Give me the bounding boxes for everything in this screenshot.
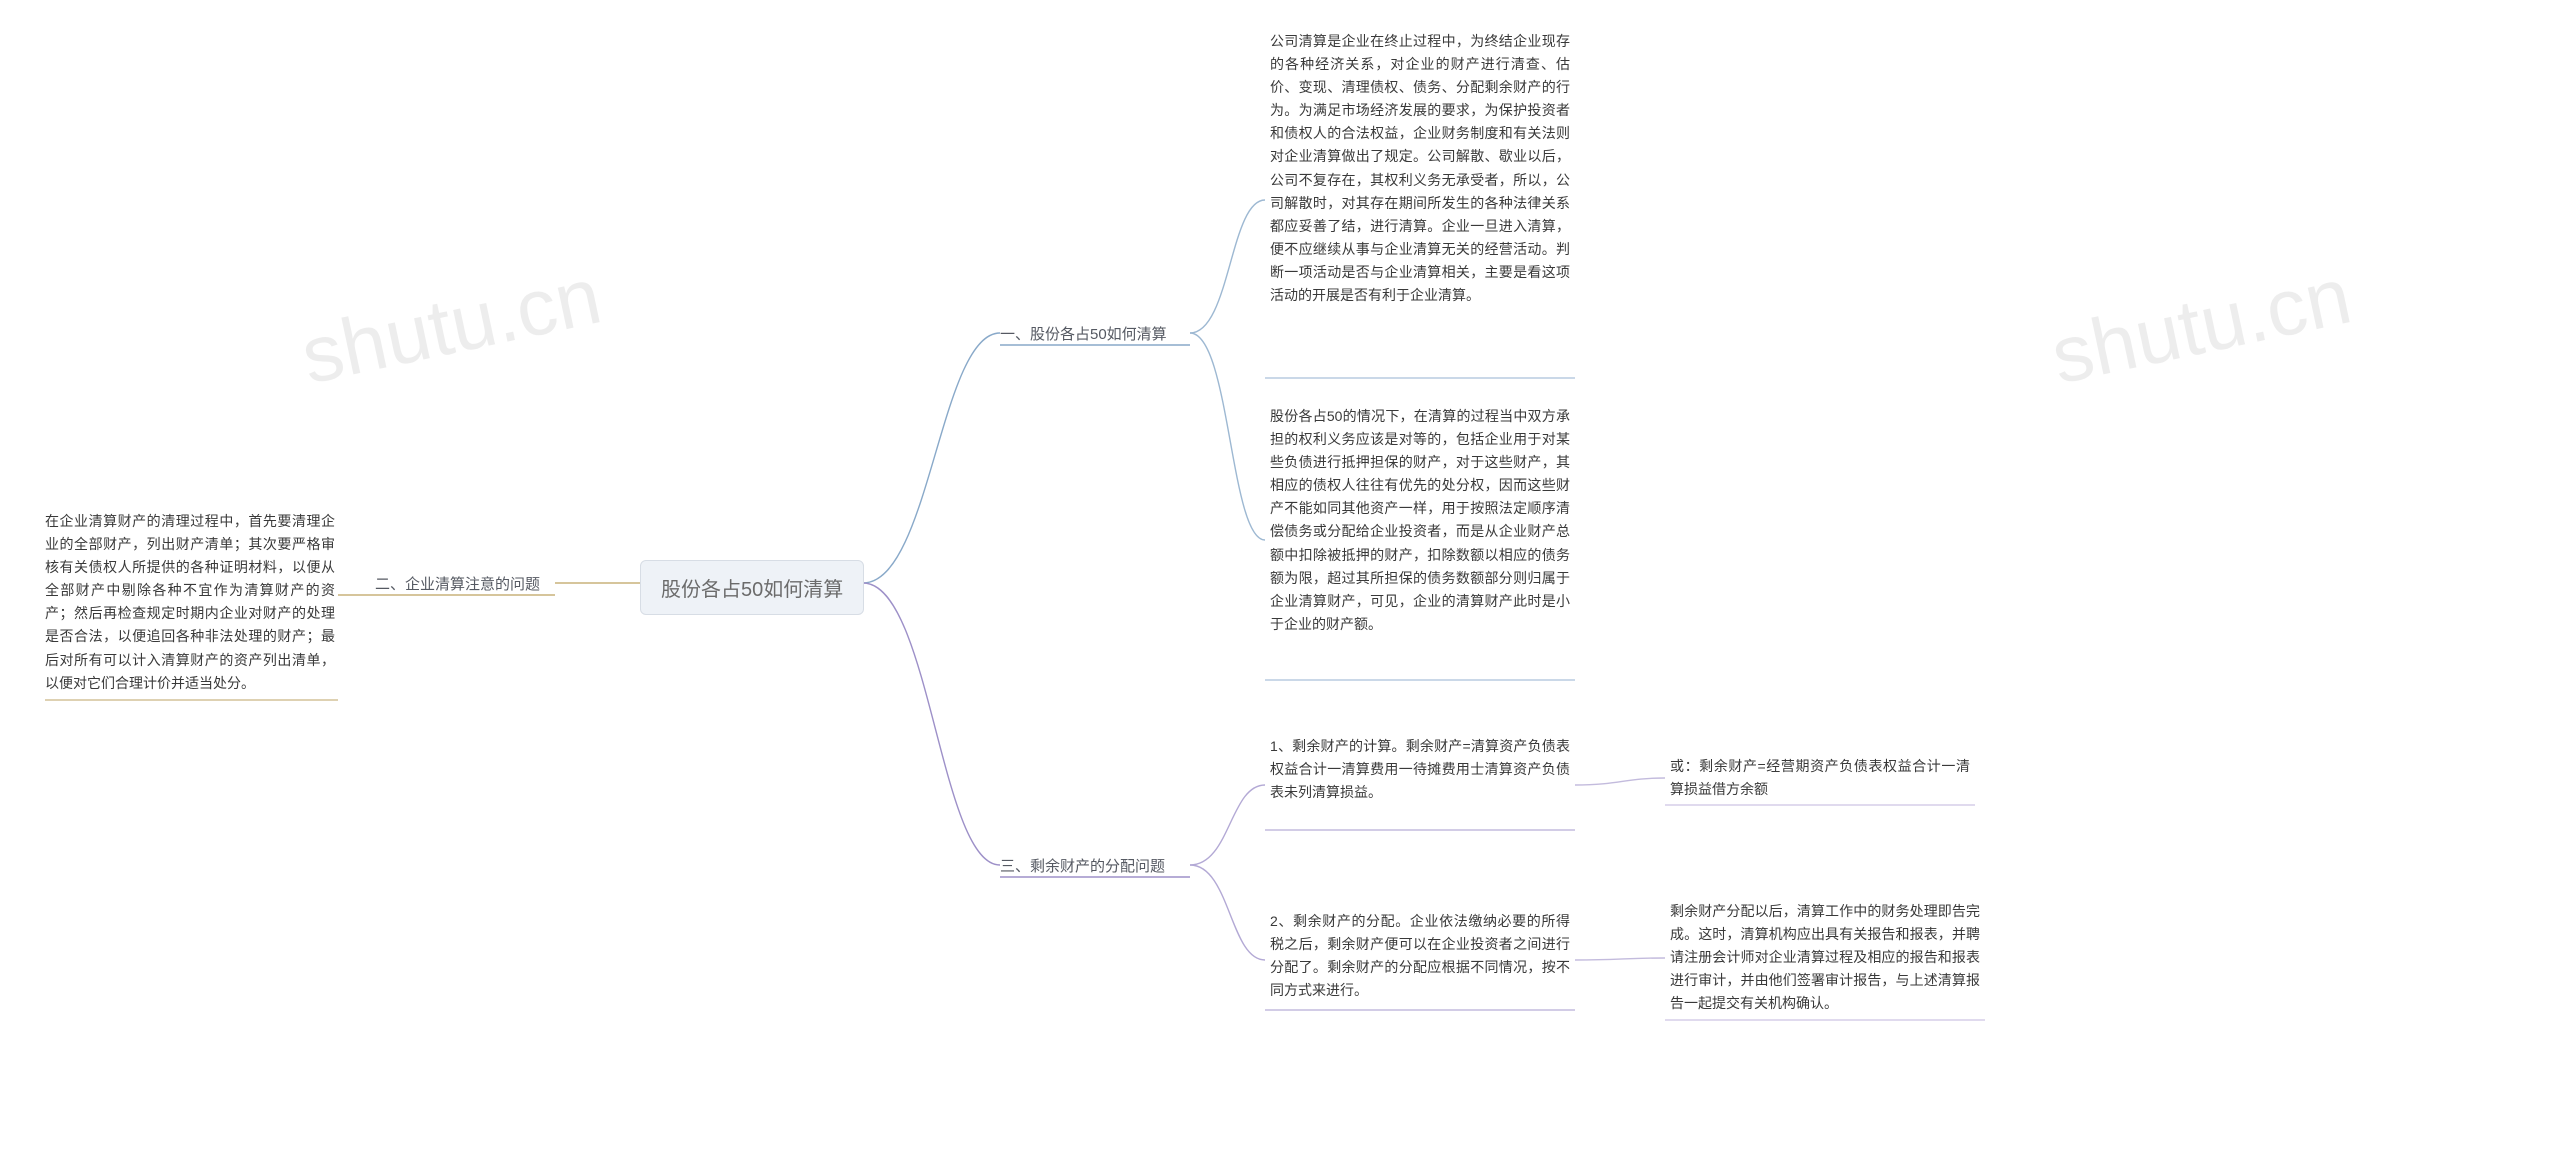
leaf-right-3b: 2、剩余财产的分配。企业依法缴纳必要的所得税之后，剩余财产便可以在企业投资者之间…	[1270, 910, 1570, 1002]
leaf-left-2: 在企业清算财产的清理过程中，首先要清理企业的全部财产，列出财产清单；其次要严格审…	[45, 510, 335, 695]
branch-left-2: 二、企业清算注意的问题	[375, 573, 540, 594]
leaf-right-3a: 1、剩余财产的计算。剩余财产=清算资产负债表权益合计一清算费用一待摊费用士清算资…	[1270, 735, 1570, 804]
leaf-right-3a-sub: 或：剩余财产=经营期资产负债表权益合计一清算损益借方余额	[1670, 755, 1970, 801]
watermark-left: shutu.cn	[294, 250, 609, 403]
leaf-right-1b: 股份各占50的情况下，在清算的过程当中双方承担的权利义务应该是对等的，包括企业用…	[1270, 405, 1570, 636]
branch-right-1: 一、股份各占50如何清算	[1000, 323, 1167, 344]
root-node: 股份各占50如何清算	[640, 560, 864, 615]
watermark-right: shutu.cn	[2044, 250, 2359, 403]
leaf-right-3b-sub: 剩余财产分配以后，清算工作中的财务处理即告完成。这时，清算机构应出具有关报告和报…	[1670, 900, 1980, 1015]
branch-right-3: 三、剩余财产的分配问题	[1000, 855, 1165, 876]
leaf-right-1a: 公司清算是企业在终止过程中，为终结企业现存的各种经济关系，对企业的财产进行清查、…	[1270, 30, 1570, 307]
